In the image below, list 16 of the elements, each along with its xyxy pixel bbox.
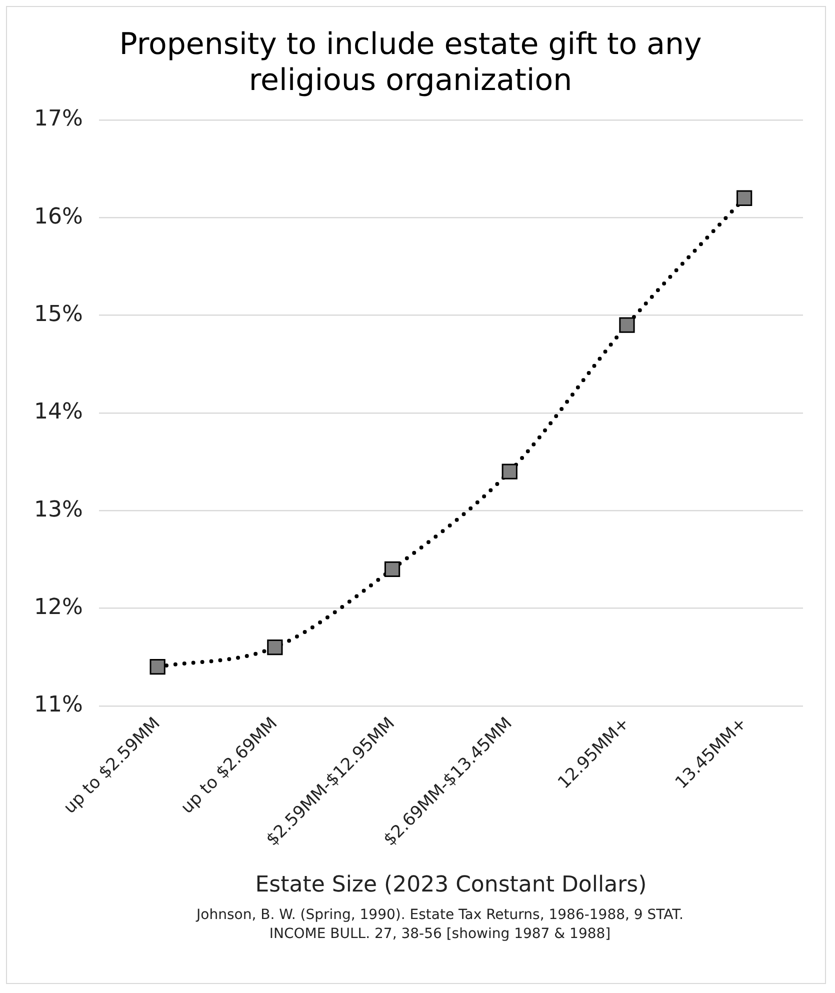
- point: [150, 659, 166, 675]
- y-tick-label: 16%: [34, 204, 83, 230]
- point: [384, 561, 400, 577]
- point: [619, 317, 635, 333]
- chart-title: Propensity to include estate gift to any religious organization: [119, 26, 702, 98]
- y-tick-label: 11%: [34, 692, 83, 718]
- point: [502, 464, 518, 480]
- y-tick-label: 13%: [34, 497, 83, 522]
- y-tick-label: 15%: [34, 302, 83, 328]
- point: [736, 190, 752, 206]
- y-tick-label: 17%: [34, 106, 83, 132]
- y-tick-label: 12%: [34, 594, 83, 620]
- text: Johnson, B. W. (Spring, 1990). Estate Tax Returns, 1986-1988, 9 STAT. INCOME BULL. 27, 38-56 [showing 1987 & 1988]: [194, 906, 684, 944]
- x-axis-title: Estate Size (2023 Constant Dollars): [255, 872, 647, 898]
- point: [267, 639, 283, 656]
- y-tick-label: 14%: [34, 400, 83, 425]
